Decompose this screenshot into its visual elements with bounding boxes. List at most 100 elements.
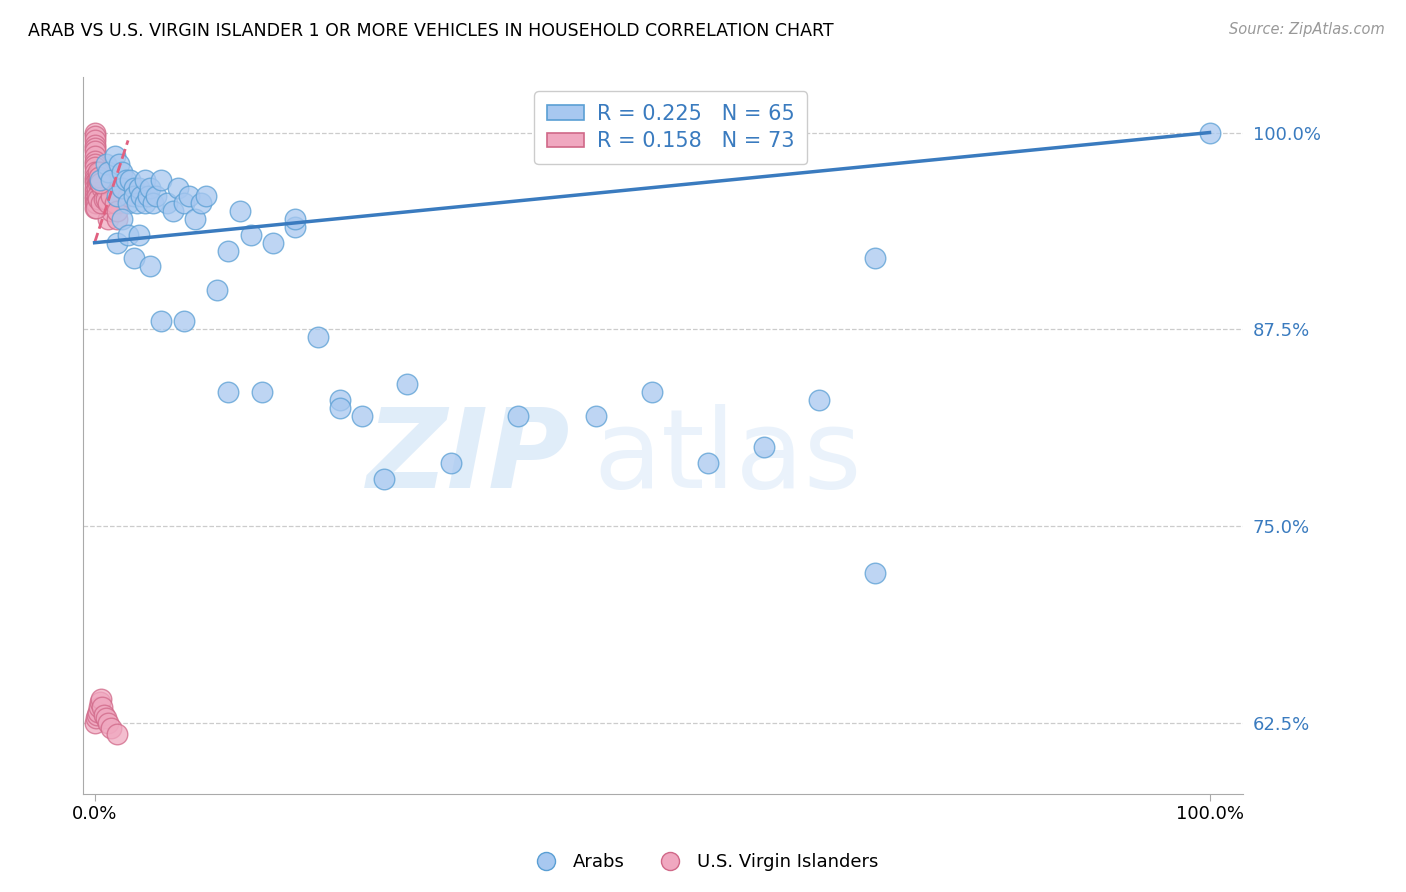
- Point: [83, 165, 105, 179]
- Point: [150, 314, 173, 328]
- Point: [86, 708, 108, 723]
- Point: [83, 157, 105, 171]
- Point: [87, 176, 110, 190]
- Point: [90, 196, 112, 211]
- Point: [100, 721, 122, 735]
- Point: [93, 173, 115, 187]
- Text: ARAB VS U.S. VIRGIN ISLANDER 1 OR MORE VEHICLES IN HOUSEHOLD CORRELATION CHART: ARAB VS U.S. VIRGIN ISLANDER 1 OR MORE V…: [28, 22, 834, 40]
- Point: [100, 188, 122, 202]
- Point: [83, 153, 105, 168]
- Point: [86, 173, 108, 187]
- Point: [284, 212, 307, 227]
- Point: [93, 192, 115, 206]
- Point: [173, 196, 195, 211]
- Point: [83, 141, 105, 155]
- Point: [100, 188, 122, 202]
- Point: [105, 727, 128, 741]
- Point: [863, 566, 886, 581]
- Point: [83, 201, 105, 215]
- Point: [90, 173, 112, 187]
- Point: [145, 188, 167, 202]
- Point: [104, 149, 127, 163]
- Point: [139, 260, 162, 274]
- Point: [239, 227, 262, 242]
- Point: [87, 192, 110, 206]
- Point: [89, 695, 111, 709]
- Point: [207, 283, 229, 297]
- Point: [87, 173, 110, 187]
- Point: [641, 385, 664, 400]
- Legend: R = 0.225   N = 65, R = 0.158   N = 73: R = 0.225 N = 65, R = 0.158 N = 73: [534, 92, 807, 164]
- Point: [179, 188, 201, 202]
- Point: [1198, 126, 1220, 140]
- Point: [128, 227, 150, 242]
- Point: [120, 173, 142, 187]
- Point: [111, 165, 134, 179]
- Point: [108, 157, 131, 171]
- Point: [83, 180, 105, 194]
- Point: [329, 401, 352, 415]
- Point: [139, 180, 162, 194]
- Point: [97, 165, 120, 179]
- Point: [104, 196, 127, 211]
- Point: [307, 330, 329, 344]
- Point: [94, 196, 117, 211]
- Point: [142, 196, 165, 211]
- Point: [184, 212, 207, 227]
- Point: [97, 196, 120, 211]
- Point: [86, 180, 108, 194]
- Point: [250, 385, 273, 400]
- Point: [117, 227, 139, 242]
- Point: [373, 472, 395, 486]
- Point: [91, 180, 114, 194]
- Point: [83, 192, 105, 206]
- Point: [696, 456, 718, 470]
- Point: [83, 128, 105, 143]
- Point: [352, 409, 374, 423]
- Point: [752, 441, 775, 455]
- Point: [508, 409, 530, 423]
- Point: [83, 138, 105, 153]
- Point: [136, 188, 159, 202]
- Point: [190, 196, 212, 211]
- Point: [217, 385, 239, 400]
- Point: [87, 188, 110, 202]
- Point: [105, 212, 128, 227]
- Point: [83, 173, 105, 187]
- Point: [111, 180, 134, 194]
- Point: [125, 196, 148, 211]
- Point: [104, 196, 127, 211]
- Point: [83, 145, 105, 159]
- Point: [94, 711, 117, 725]
- Point: [585, 409, 607, 423]
- Point: [83, 133, 105, 147]
- Point: [173, 314, 195, 328]
- Point: [89, 176, 111, 190]
- Point: [83, 188, 105, 202]
- Point: [97, 196, 120, 211]
- Point: [91, 180, 114, 194]
- Point: [122, 252, 145, 266]
- Point: [228, 204, 250, 219]
- Point: [83, 149, 105, 163]
- Point: [134, 173, 156, 187]
- Point: [87, 705, 110, 719]
- Point: [395, 377, 418, 392]
- Point: [83, 126, 105, 140]
- Point: [94, 180, 117, 194]
- Point: [100, 204, 122, 219]
- Point: [105, 188, 128, 202]
- Point: [83, 715, 105, 730]
- Point: [105, 235, 128, 250]
- Point: [122, 188, 145, 202]
- Point: [97, 715, 120, 730]
- Point: [94, 157, 117, 171]
- Point: [87, 165, 110, 179]
- Point: [84, 196, 107, 211]
- Point: [93, 180, 115, 194]
- Point: [84, 711, 107, 725]
- Point: [83, 169, 105, 184]
- Legend: Arabs, U.S. Virgin Islanders: Arabs, U.S. Virgin Islanders: [520, 847, 886, 879]
- Point: [262, 235, 284, 250]
- Point: [117, 188, 139, 202]
